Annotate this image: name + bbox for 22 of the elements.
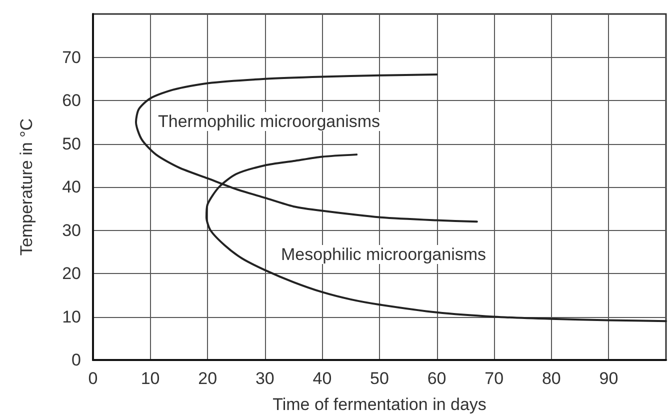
x-tick-label: 10: [140, 369, 160, 388]
y-axis-title: Temperature in °C: [17, 118, 36, 256]
x-axis-title: Time of fermentation in days: [272, 395, 486, 414]
y-tick-label: 70: [62, 48, 81, 67]
y-tick-label: 40: [62, 178, 81, 196]
x-tick-label: 70: [484, 369, 504, 388]
y-tick-label: 0: [72, 350, 81, 370]
x-tick-label: 80: [542, 369, 561, 388]
x-tick-label: 90: [599, 369, 618, 388]
x-tick-label: 20: [198, 369, 218, 388]
y-tick-label: 10: [62, 307, 81, 326]
annotation: Mesophilic microorganisms: [281, 245, 486, 264]
y-tick-label: 50: [62, 134, 81, 154]
x-tick-label: 0: [88, 369, 98, 388]
x-tick-label: 30: [255, 369, 274, 388]
x-tick-label: 50: [370, 369, 389, 388]
x-tick-label: 60: [427, 369, 446, 388]
y-tick-label: 30: [62, 220, 81, 240]
x-tick-label: 40: [312, 369, 332, 388]
y-tick-label: 20: [62, 264, 81, 283]
y-tick-label: 60: [62, 91, 81, 110]
annotation: Thermophilic microorganisms: [158, 112, 380, 131]
